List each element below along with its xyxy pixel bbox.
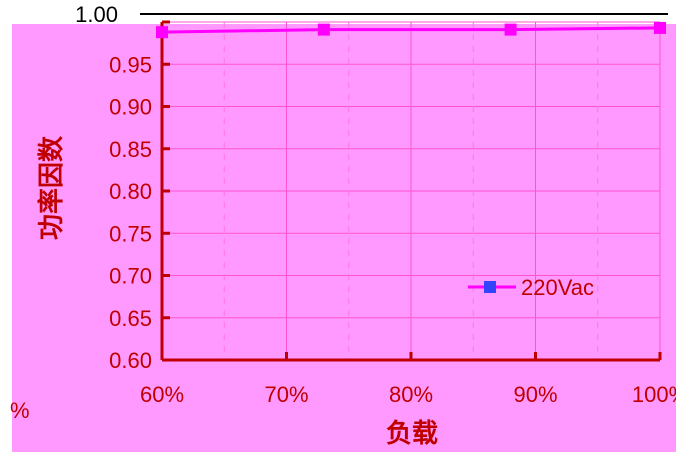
legend-marker bbox=[484, 281, 496, 293]
y-tick-label: 0.85 bbox=[109, 137, 152, 162]
y-tick-label: 0.65 bbox=[109, 306, 152, 331]
data-point bbox=[156, 26, 168, 39]
y-axis-title: 功率因数 bbox=[36, 135, 67, 240]
axes bbox=[160, 20, 662, 362]
y-tick-labels: 0.60 0.65 0.70 0.75 0.80 0.85 0.90 0.95 bbox=[109, 52, 152, 373]
chart-background bbox=[12, 24, 676, 452]
y-tick-label: 0.60 bbox=[109, 348, 152, 373]
x-tick-label: 70% bbox=[264, 382, 308, 407]
series-line bbox=[161, 26, 661, 34]
y-tick-label: 0.80 bbox=[109, 179, 152, 204]
y-tick-label: 0.70 bbox=[109, 264, 152, 289]
x-tick-label: 60% bbox=[140, 382, 184, 407]
data-point bbox=[317, 23, 330, 36]
x-tick-label: 100% bbox=[632, 382, 676, 407]
y-tick-label: 0.75 bbox=[109, 221, 152, 246]
y-tick-label: 0.90 bbox=[109, 95, 152, 120]
stray-percent-label: % bbox=[10, 398, 30, 423]
x-tick-labels: 60% 70% 80% 90% 100% bbox=[140, 382, 676, 407]
y-tick-label: 0.95 bbox=[109, 52, 152, 77]
legend: 220Vac bbox=[468, 275, 594, 300]
x-tick-label: 80% bbox=[389, 382, 433, 407]
y-tick-label-top: 1.00 bbox=[75, 2, 118, 27]
series-layer bbox=[156, 21, 666, 39]
legend-label: 220Vac bbox=[521, 275, 594, 300]
data-point bbox=[654, 21, 666, 34]
x-tick-label: 90% bbox=[513, 382, 557, 407]
data-point bbox=[504, 23, 517, 36]
x-axis-title: 负载 bbox=[386, 419, 438, 449]
